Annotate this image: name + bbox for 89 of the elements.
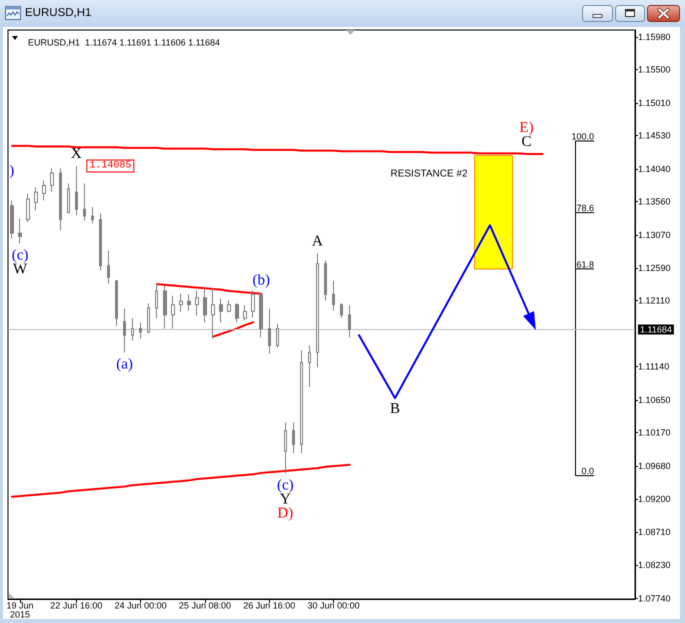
candlestick — [324, 260, 327, 302]
candlestick — [147, 302, 150, 334]
annotation: (a) — [116, 356, 133, 372]
candlestick — [292, 422, 295, 454]
y-tick-label: 1.09200 — [638, 494, 671, 504]
candlestick — [91, 206, 94, 224]
x-tick-label: 26 Jun 16:00 — [243, 600, 296, 610]
candlestick — [300, 350, 303, 454]
candlestick — [187, 294, 191, 312]
candlestick — [115, 280, 118, 326]
annotation: D) — [277, 506, 294, 522]
y-tick-label: 1.12110 — [638, 296, 670, 306]
y-tick-label: 1.14040 — [638, 164, 671, 174]
y2-tick-label: 61.8 — [576, 259, 594, 270]
candlestick — [308, 345, 311, 388]
candlestick — [155, 282, 158, 319]
candlestick — [284, 422, 287, 474]
candlestick — [203, 288, 207, 323]
candlestick — [243, 304, 247, 321]
candlestick — [251, 290, 255, 318]
candlestick — [59, 168, 62, 231]
candlestick — [259, 292, 263, 338]
candlestick — [139, 322, 142, 340]
chart-title: EURUSD,H1 — [25, 6, 92, 21]
x-tick-label: 30 Jun 00:00 — [308, 600, 360, 610]
y-tick-label: 1.13070 — [638, 230, 671, 240]
candlestick — [332, 280, 335, 312]
y-tick-label: 1.09680 — [638, 461, 671, 472]
x-tick-label: 19 Jun 2015 — [6, 600, 34, 620]
candlestick — [10, 200, 14, 240]
text: 1.14085 — [89, 160, 132, 172]
candlestick — [219, 298, 223, 323]
candlestick — [179, 293, 183, 313]
candlestick — [107, 250, 110, 284]
annotation: A — [312, 234, 324, 250]
annotation: (b) — [252, 272, 270, 288]
text: EURUSD,H1 1.11674 1.11691 1.11606 1.11684 — [28, 38, 220, 48]
annotation: W — [12, 261, 28, 278]
y2-tick-label: 0.0 — [581, 466, 594, 476]
annotation: X — [70, 146, 82, 162]
annotation: ) — [9, 163, 14, 180]
y-tick-label: 1.08710 — [638, 527, 671, 538]
candlestick — [348, 304, 351, 338]
candlestick — [83, 182, 86, 222]
ref-line-label: 1.11684 — [640, 324, 672, 335]
y-tick-label: 1.10170 — [638, 428, 671, 438]
annotation: Y — [280, 492, 291, 508]
annotation: C — [521, 134, 532, 150]
annotation: B — [390, 401, 400, 418]
annotation: E) — [519, 120, 534, 136]
x-tick-label: 24 Jun 00:00 — [114, 600, 167, 610]
candlestick — [195, 290, 199, 316]
candlestick — [235, 302, 239, 323]
y-tick-label: 1.14530 — [638, 130, 671, 141]
y-tick-label: 1.15980 — [638, 32, 671, 42]
y-tick-label: 1.12590 — [638, 262, 671, 273]
candlestick — [340, 302, 343, 318]
candlestick — [67, 182, 70, 214]
candlestick — [26, 193, 30, 223]
x-tick-label: 22 Jun 16:00 — [50, 600, 102, 610]
candlestick — [227, 300, 231, 313]
candlestick — [75, 165, 78, 216]
candlestick — [163, 285, 167, 329]
y-tick-label: 1.11140 — [638, 362, 670, 372]
y2-tick-label: 100.0 — [571, 132, 594, 142]
candlestick — [123, 308, 126, 353]
candlestick — [18, 218, 22, 244]
candlestick — [268, 308, 271, 354]
y-tick-label: 1.07740 — [638, 593, 671, 604]
candlestick — [276, 323, 279, 348]
annotation: (c) — [12, 247, 28, 264]
candlestick — [34, 186, 38, 212]
candlestick — [316, 253, 319, 368]
candlestick — [171, 295, 175, 329]
y-tick-label: 1.15500 — [638, 64, 671, 75]
candlestick — [131, 318, 134, 342]
candlestick — [99, 212, 102, 272]
y-tick-label: 1.08230 — [638, 560, 671, 570]
candlestick — [211, 288, 215, 340]
annotation: (c) — [277, 478, 294, 494]
y2-tick-label: 78.6 — [576, 203, 594, 214]
x-tick-label: 25 Jun 08:00 — [178, 600, 231, 610]
y-tick-label: 1.10650 — [638, 395, 671, 406]
annotation: RESISTANCE #2 — [390, 168, 468, 180]
y-tick-label: 1.15010 — [638, 98, 671, 108]
line-series — [212, 321, 254, 338]
y-tick-label: 1.13560 — [638, 196, 671, 207]
candlestick — [50, 168, 54, 193]
candlestick — [42, 180, 46, 201]
